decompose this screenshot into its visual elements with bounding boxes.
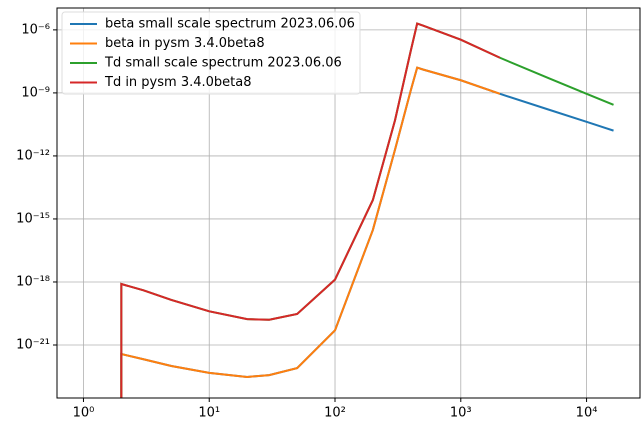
- series-line: [120, 66, 501, 398]
- y-tick-label: 10⁻¹⁸: [16, 274, 50, 289]
- y-tick-label: 10⁻⁹: [21, 85, 50, 100]
- x-tick-label: 10⁴: [576, 406, 598, 421]
- legend-label: Td small scale spectrum 2023.06.06: [104, 56, 342, 71]
- legend: beta small scale spectrum 2023.06.06 beta…: [61, 11, 361, 95]
- legend-label: beta small scale spectrum 2023.06.06: [105, 17, 355, 32]
- x-tick-label: 10¹: [198, 406, 220, 421]
- x-tick-label: 10⁰: [73, 406, 95, 421]
- y-tick-label: 10⁻¹⁵: [16, 211, 50, 226]
- ticks: 10⁰ 10¹ 10² 10³ 10⁴ 10⁻²¹ 10⁻¹⁸ 10⁻¹⁵ 10⁻¹² 10⁻⁹ 1…: [16, 22, 597, 420]
- series-line: [120, 22, 501, 398]
- legend-label: Td in pysm 3.4.0beta8: [104, 75, 252, 90]
- legend-box: [61, 11, 361, 95]
- plot-lines: [120, 22, 614, 398]
- x-tick-label: 10³: [450, 406, 472, 421]
- y-tick-label: 10⁻²¹: [16, 337, 50, 352]
- x-tick-label: 10²: [324, 406, 346, 421]
- legend-label: beta in pysm 3.4.0beta8: [105, 36, 265, 51]
- series-line: [120, 66, 614, 398]
- plot-frame: [56, 7, 641, 399]
- y-tick-label: 10⁻⁶: [21, 22, 50, 37]
- y-tick-label: 10⁻¹²: [16, 148, 50, 163]
